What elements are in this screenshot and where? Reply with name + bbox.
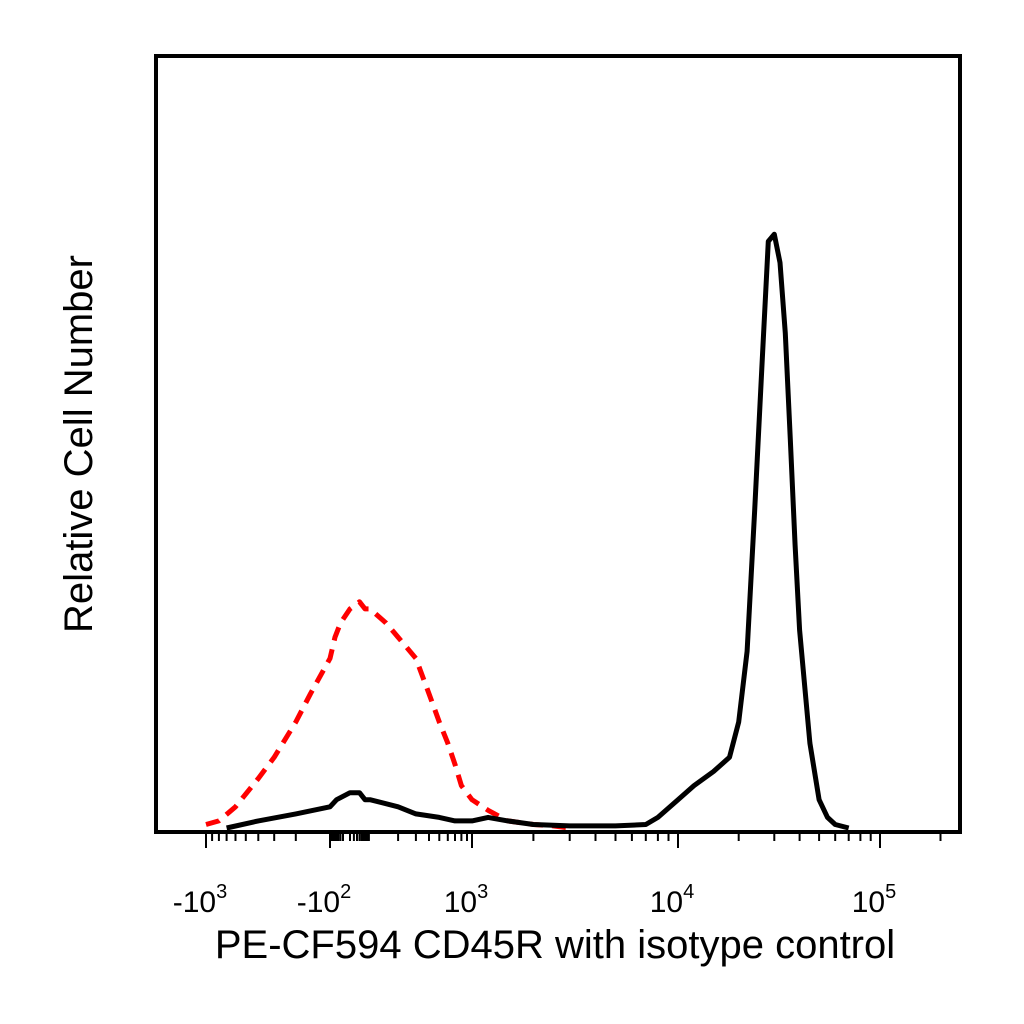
y-axis-title: Relative Cell Number [57, 255, 101, 633]
x-tick-label-exponent: 3 [216, 881, 227, 903]
x-tick-label: 104 [650, 881, 695, 919]
x-tick-label-base: 10 [650, 886, 683, 919]
x-tick-label: -103 [173, 881, 227, 919]
x-tick-label-base: 10 [852, 886, 885, 919]
x-tick-label: 103 [444, 881, 489, 919]
x-tick-label-base: -10 [173, 886, 216, 919]
x-tick-label-exponent: 2 [340, 881, 351, 903]
x-tick-label-base: 10 [444, 886, 477, 919]
x-tick-label-base: -10 [297, 886, 340, 919]
x-axis-title: PE-CF594 CD45R with isotype control [215, 923, 895, 967]
series-layer [205, 231, 850, 831]
x-tick-label: 105 [852, 881, 897, 919]
x-tick-layer: -103 -102 103 104 105 [173, 832, 942, 919]
x-tick-label-exponent: 3 [477, 881, 488, 903]
x-tick-label-exponent: 5 [885, 881, 896, 903]
isotype-control-histogram-line [205, 599, 571, 831]
cd45r-histogram-line [226, 231, 850, 831]
x-tick-label-exponent: 4 [683, 881, 694, 903]
plot-area-frame [154, 54, 962, 834]
x-tick-label: -102 [297, 881, 351, 919]
